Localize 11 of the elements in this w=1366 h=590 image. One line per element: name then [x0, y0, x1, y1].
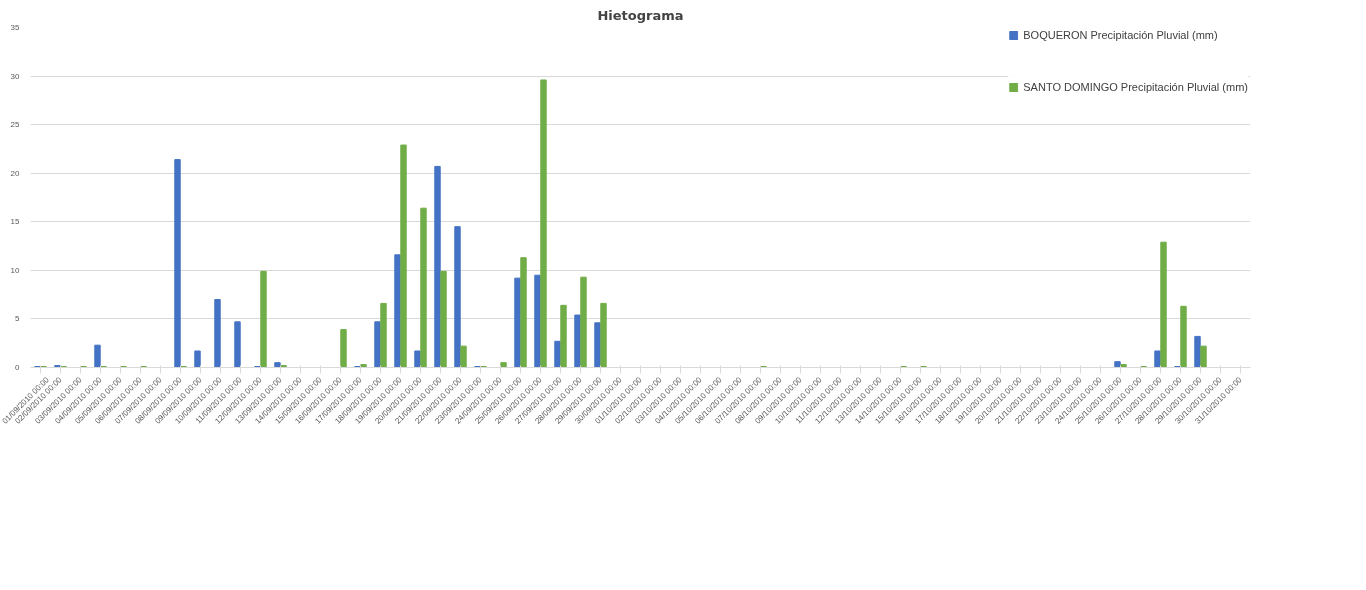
chart-title: Hietograma	[597, 7, 684, 23]
y-tick-label: 20	[10, 168, 21, 178]
y-tick-label: 0	[15, 363, 21, 372]
y-tick-label: 15	[10, 217, 21, 227]
legend-label: SANTO DOMINGO Precipitación Pluvial (mm)	[1023, 81, 1248, 93]
y-tick-label: 25	[10, 120, 21, 130]
y-tick-label: 5	[15, 314, 21, 324]
y-tick-label: 30	[10, 71, 21, 81]
y-tick-label: 10	[10, 265, 21, 275]
legend-label: BOQUERON Precipitación Pluvial (mm)	[1023, 29, 1218, 41]
y-tick-label: 35	[10, 23, 21, 32]
